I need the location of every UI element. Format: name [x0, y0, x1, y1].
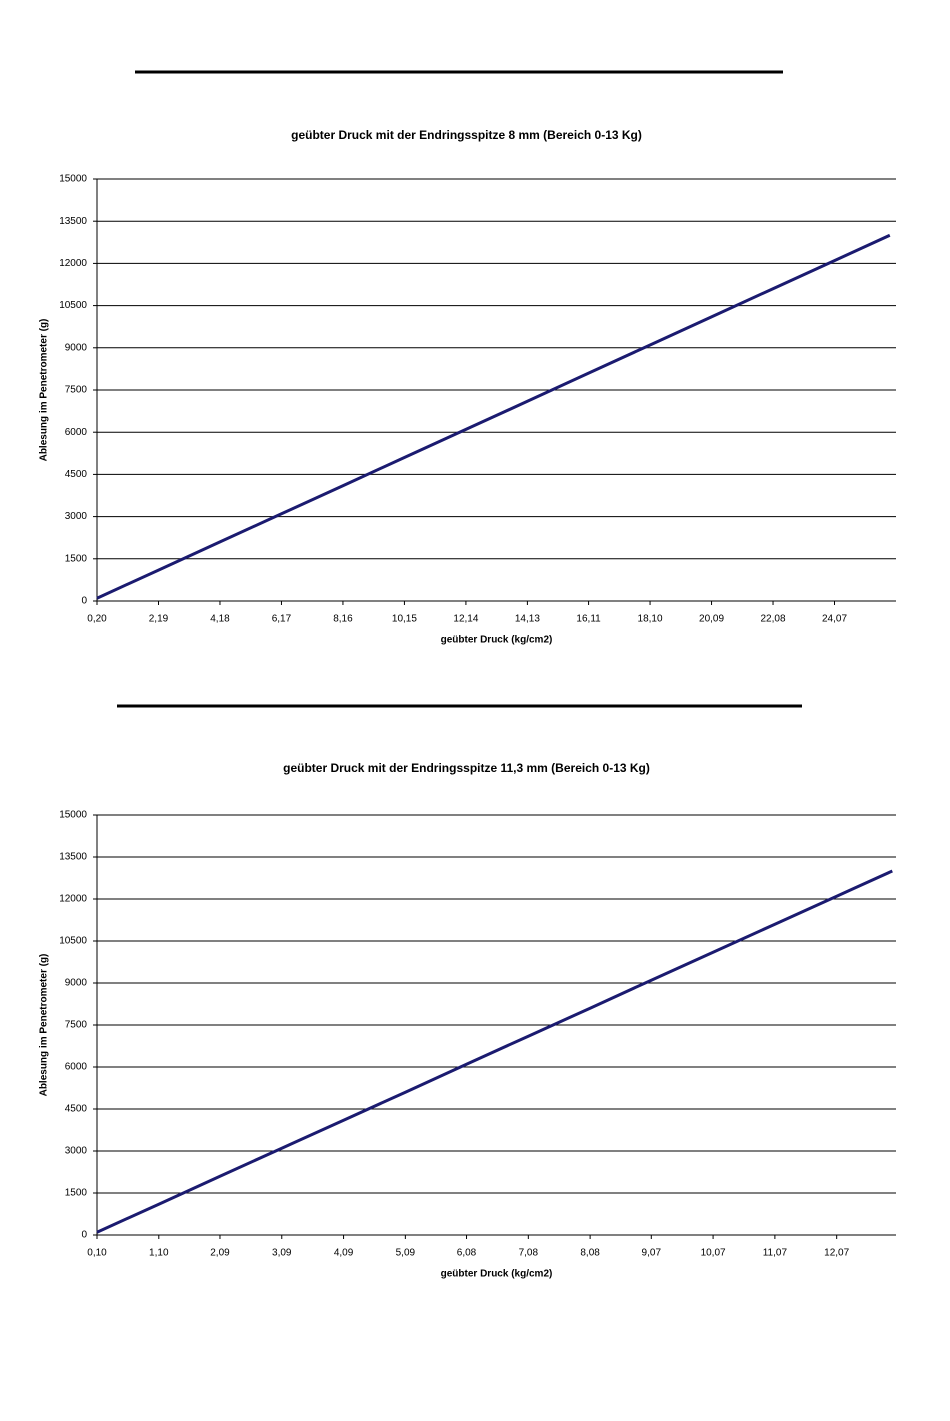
x-tick-label: 5,09 [396, 1248, 416, 1259]
data-line [96, 233, 891, 600]
y-axis-label: Ablesung im Penetrometer (g) [39, 319, 50, 462]
chart-title: geübter Druck mit der Endringsspitze 11,… [283, 761, 650, 775]
x-tick-label: 22,08 [761, 614, 786, 625]
data-line [96, 869, 893, 1234]
x-tick-label: 3,09 [272, 1248, 292, 1259]
x-tick-label: 0,20 [87, 614, 107, 625]
y-tick-label: 6000 [65, 1062, 88, 1073]
y-tick-label: 15000 [59, 174, 87, 185]
x-tick-label: 1,10 [149, 1248, 169, 1259]
x-tick-label: 18,10 [638, 614, 663, 625]
x-tick-label: 24,07 [822, 614, 847, 625]
y-tick-label: 9000 [65, 978, 88, 989]
x-tick-label: 8,16 [333, 614, 353, 625]
chart-title: geübter Druck mit der Endringsspitze 8 m… [291, 128, 642, 142]
y-tick-label: 4500 [65, 1104, 88, 1115]
x-tick-label: 4,09 [334, 1248, 354, 1259]
y-tick-label: 12000 [59, 258, 87, 269]
y-tick-label: 10500 [59, 300, 87, 311]
x-tick-label: 9,07 [642, 1248, 662, 1259]
x-tick-label: 4,18 [210, 614, 230, 625]
x-axis-label: geübter Druck (kg/cm2) [441, 1269, 553, 1280]
y-tick-label: 3000 [65, 1146, 88, 1157]
x-tick-label: 6,08 [457, 1248, 477, 1259]
y-tick-label: 7500 [65, 1020, 88, 1031]
y-tick-label: 0 [81, 596, 87, 607]
y-tick-label: 9000 [65, 342, 88, 353]
x-tick-label: 20,09 [699, 614, 724, 625]
x-tick-label: 16,11 [576, 614, 601, 625]
y-tick-label: 13500 [59, 216, 87, 227]
x-tick-label: 8,08 [580, 1248, 600, 1259]
y-tick-label: 12000 [59, 894, 87, 905]
x-tick-label: 14,13 [515, 614, 540, 625]
y-tick-label: 0 [81, 1230, 87, 1241]
y-tick-label: 1500 [65, 1188, 88, 1199]
x-tick-label: 2,19 [149, 614, 169, 625]
y-tick-label: 7500 [65, 385, 88, 396]
x-tick-label: 0,10 [87, 1248, 107, 1259]
y-tick-label: 4500 [65, 469, 88, 480]
x-tick-label: 6,17 [272, 614, 292, 625]
y-tick-label: 13500 [59, 852, 87, 863]
x-tick-label: 10,15 [392, 614, 417, 625]
x-tick-label: 12,14 [453, 614, 478, 625]
x-tick-label: 12,07 [824, 1248, 849, 1259]
y-tick-label: 15000 [59, 810, 87, 821]
x-axis-label: geübter Druck (kg/cm2) [441, 635, 553, 646]
x-tick-label: 10,07 [701, 1248, 726, 1259]
x-tick-label: 7,08 [519, 1248, 539, 1259]
y-tick-label: 10500 [59, 936, 87, 947]
y-axis-label: Ablesung im Penetrometer (g) [39, 954, 50, 1097]
x-tick-label: 2,09 [210, 1248, 230, 1259]
y-tick-label: 3000 [65, 511, 88, 522]
y-tick-label: 6000 [65, 427, 88, 438]
y-tick-label: 1500 [65, 553, 88, 564]
x-tick-label: 11,07 [763, 1248, 788, 1259]
